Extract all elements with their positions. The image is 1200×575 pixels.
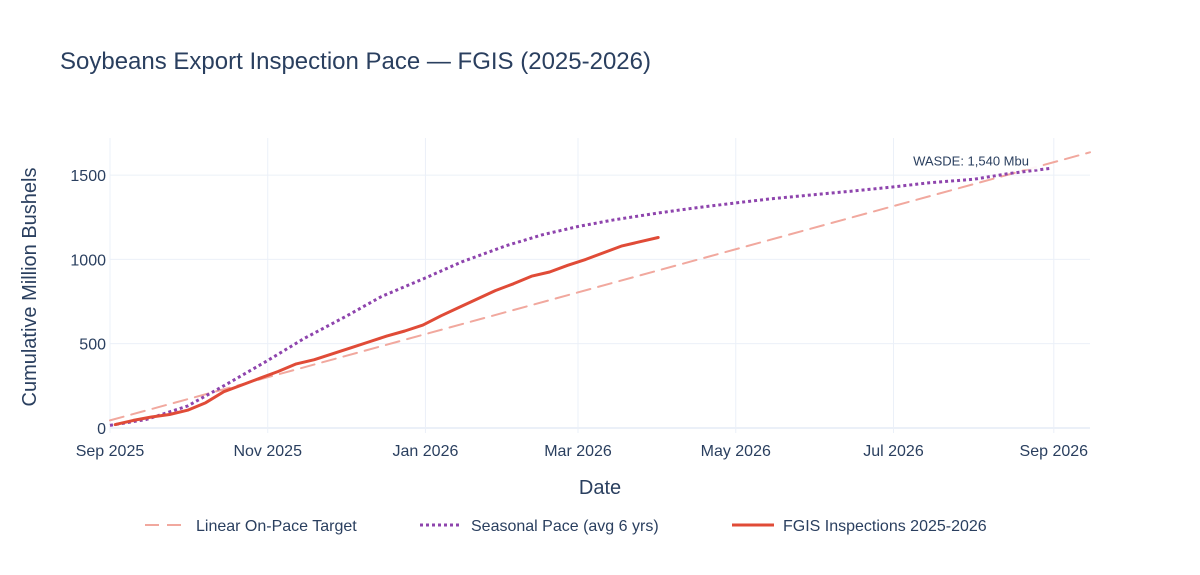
x-tick-label: Jul 2026 <box>863 443 924 460</box>
y-tick-label: 1500 <box>70 168 106 185</box>
legend[interactable]: Linear On-Pace Target Seasonal Pace (avg … <box>145 518 987 535</box>
y-tick-label: 500 <box>79 337 106 354</box>
y-tick-label: 1000 <box>70 252 106 269</box>
series-line-1 <box>109 166 1052 427</box>
chart-title: Soybeans Export Inspection Pace — FGIS (… <box>60 48 651 75</box>
y-axis-title: Cumulative Million Bushels <box>19 168 41 407</box>
annotation-wasde: WASDE: 1,540 Mbu <box>913 153 1029 168</box>
legend-item-1[interactable]: Seasonal Pace (avg 6 yrs) <box>420 518 659 535</box>
x-tick-label: Sep 2026 <box>1020 443 1089 460</box>
series-line-2 <box>113 236 660 427</box>
x-tick-label: May 2026 <box>701 443 771 460</box>
legend-label: Linear On-Pace Target <box>196 518 357 535</box>
legend-item-0[interactable]: Linear On-Pace Target <box>145 518 357 535</box>
x-axis-ticks: Sep 2025 Nov 2025 Jan 2026 Mar 2026 May 2026… <box>76 443 1088 460</box>
legend-item-2[interactable]: FGIS Inspections 2025-2026 <box>732 518 987 535</box>
grid <box>109 138 1090 433</box>
y-tick-label: 0 <box>97 421 106 438</box>
x-tick-label: Jan 2026 <box>393 443 459 460</box>
y-axis-ticks: 0 500 1000 1500 <box>70 168 106 438</box>
annotations: WASDE: 1,540 Mbu <box>904 151 1039 170</box>
x-tick-label: Sep 2025 <box>76 443 145 460</box>
x-axis-title: Date <box>579 477 621 499</box>
legend-label: Seasonal Pace (avg 6 yrs) <box>471 518 659 535</box>
x-tick-label: Nov 2025 <box>233 443 302 460</box>
legend-label: FGIS Inspections 2025-2026 <box>783 518 987 535</box>
annotation-background <box>904 151 1039 170</box>
series-line-0 <box>109 151 1091 422</box>
x-tick-label: Mar 2026 <box>544 443 612 460</box>
plot-area <box>109 151 1091 427</box>
